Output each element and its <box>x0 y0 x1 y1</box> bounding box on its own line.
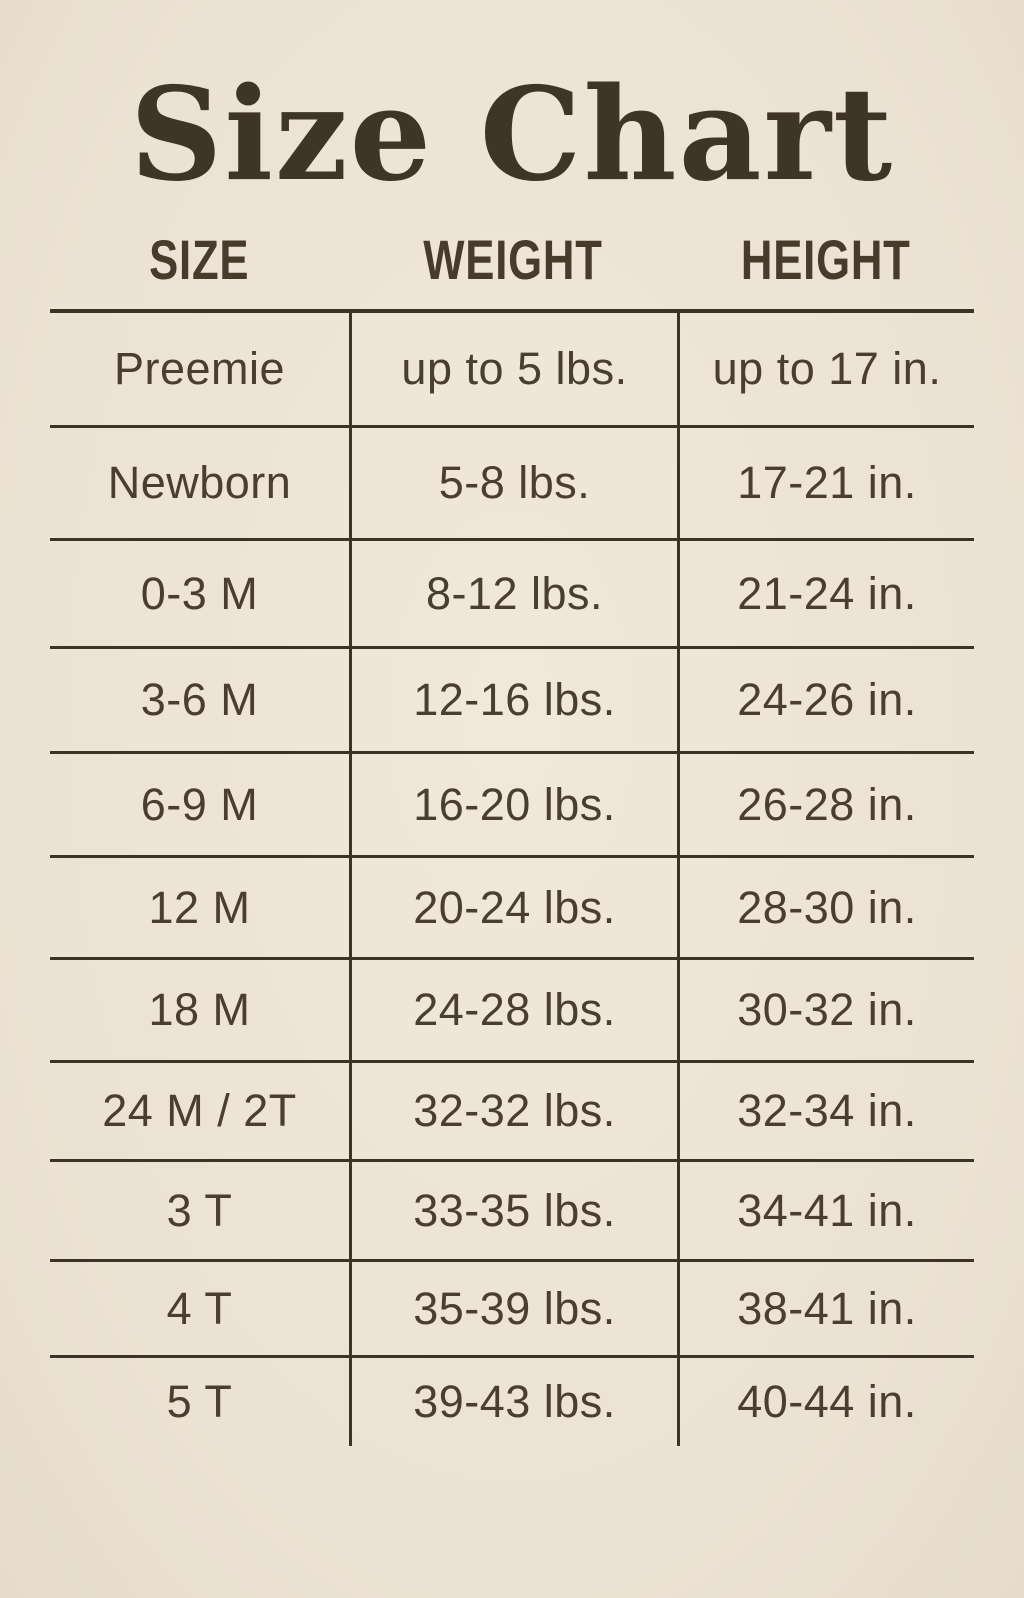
column-header-weight: WEIGHT <box>349 209 677 309</box>
size-cell: 5 T <box>166 1376 233 1428</box>
size-cell: 3 T <box>166 1184 233 1236</box>
size-cell: Newborn <box>107 457 292 509</box>
weight-cell: 33-35 lbs. <box>349 1162 677 1260</box>
size-cell: 4 T <box>166 1282 233 1334</box>
height-cell: up to 17 in. <box>677 313 974 426</box>
weight-cell: 35-39 lbs. <box>349 1262 677 1356</box>
table-row: 0-3 M 8-12 lbs. 21-24 in. <box>50 538 974 647</box>
height-cell: 30-32 in. <box>677 960 974 1061</box>
table-header-row: SIZE WEIGHT HEIGHT <box>50 209 974 309</box>
height-cell: 28-30 in. <box>677 858 974 958</box>
table-row: 12 M 20-24 lbs. 28-30 in. <box>50 855 974 958</box>
page-title: Size Chart <box>129 60 895 210</box>
table-row: 5 T 39-43 lbs. 40-44 in. <box>50 1355 974 1447</box>
height-cell: 32-34 in. <box>677 1063 974 1160</box>
column-header-weight-label: WEIGHT <box>423 227 603 291</box>
weight-cell: 24-28 lbs. <box>349 960 677 1061</box>
weight-cell: 32-32 lbs. <box>349 1063 677 1160</box>
column-header-size-label: SIZE <box>149 227 250 291</box>
table-body: Preemie up to 5 lbs. up to 17 in. Newbor… <box>50 309 974 1447</box>
weight-cell: 20-24 lbs. <box>349 858 677 958</box>
height-cell: 34-41 in. <box>677 1162 974 1260</box>
height-cell: 40-44 in. <box>677 1358 974 1447</box>
height-cell: 21-24 in. <box>677 541 974 647</box>
size-cell: 18 M <box>148 984 251 1036</box>
table-row: 24 M / 2T 32-32 lbs. 32-34 in. <box>50 1060 974 1160</box>
column-header-size: SIZE <box>50 209 349 309</box>
table-row: 4 T 35-39 lbs. 38-41 in. <box>50 1259 974 1356</box>
weight-cell: 16-20 lbs. <box>349 754 677 856</box>
table-row: 3-6 M 12-16 lbs. 24-26 in. <box>50 646 974 752</box>
size-cell: 12 M <box>148 881 251 933</box>
weight-cell: 5-8 lbs. <box>349 428 677 539</box>
size-cell: Preemie <box>113 343 286 395</box>
weight-cell: 8-12 lbs. <box>349 541 677 647</box>
column-header-height-label: HEIGHT <box>740 227 911 291</box>
table-row: 3 T 33-35 lbs. 34-41 in. <box>50 1159 974 1260</box>
size-cell: 6-9 M <box>140 778 259 830</box>
size-cell: 24 M / 2T <box>102 1085 297 1137</box>
weight-cell: 12-16 lbs. <box>349 649 677 752</box>
table-row: 18 M 24-28 lbs. 30-32 in. <box>50 957 974 1061</box>
weight-cell: 39-43 lbs. <box>349 1358 677 1447</box>
column-header-height: HEIGHT <box>677 209 974 309</box>
height-cell: 17-21 in. <box>677 428 974 539</box>
size-chart-table: SIZE WEIGHT HEIGHT Preemie up to 5 lbs. … <box>50 209 974 1447</box>
height-cell: 24-26 in. <box>677 649 974 752</box>
height-cell: 38-41 in. <box>677 1262 974 1356</box>
table-row: 6-9 M 16-20 lbs. 26-28 in. <box>50 751 974 856</box>
table-row: Preemie up to 5 lbs. up to 17 in. <box>50 309 974 426</box>
table-row: Newborn 5-8 lbs. 17-21 in. <box>50 425 974 539</box>
weight-cell: up to 5 lbs. <box>349 313 677 426</box>
height-cell: 26-28 in. <box>677 754 974 856</box>
size-cell: 0-3 M <box>140 567 259 619</box>
size-cell: 3-6 M <box>140 674 259 726</box>
